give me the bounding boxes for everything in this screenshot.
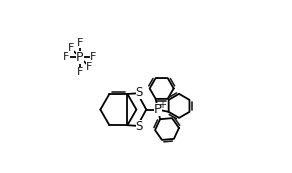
- Text: F: F: [67, 43, 74, 53]
- Text: P: P: [154, 103, 162, 116]
- Text: F: F: [77, 67, 83, 77]
- Text: F: F: [77, 38, 83, 48]
- Text: +: +: [158, 100, 166, 110]
- Text: F: F: [63, 52, 70, 62]
- Text: P: P: [76, 51, 84, 64]
- Text: S: S: [135, 86, 143, 99]
- Text: F: F: [86, 62, 92, 71]
- Text: S: S: [135, 120, 143, 133]
- Text: F: F: [90, 52, 96, 62]
